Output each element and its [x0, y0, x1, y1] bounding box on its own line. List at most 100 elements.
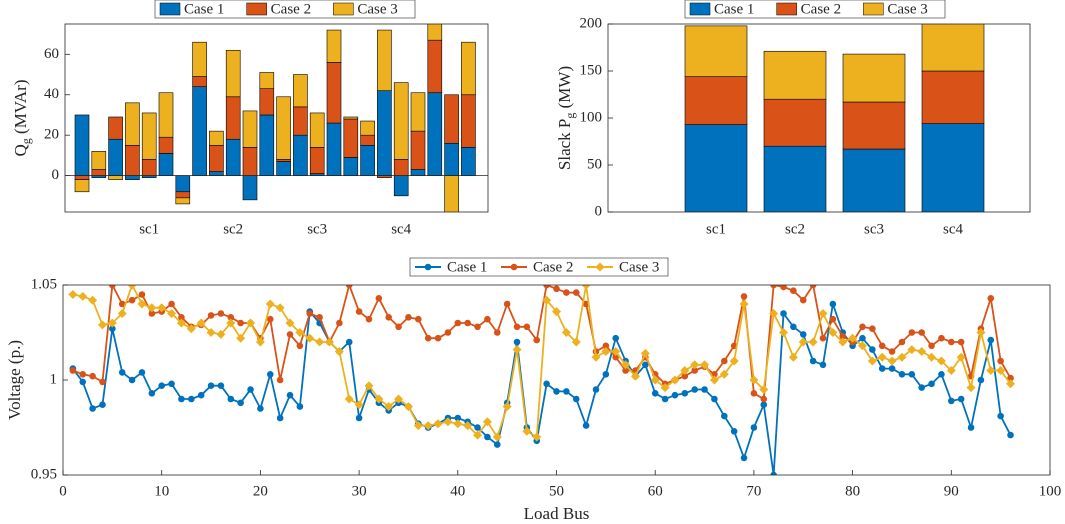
- series-marker: [918, 329, 925, 336]
- series-marker: [720, 357, 728, 365]
- series-marker: [888, 348, 896, 355]
- series-marker: [364, 381, 374, 391]
- series-marker: [1007, 374, 1014, 382]
- series-marker: [563, 289, 570, 296]
- series-marker: [276, 376, 284, 384]
- series-marker: [247, 386, 254, 393]
- bar-segment: [444, 175, 459, 212]
- bar-segment: [209, 144, 224, 172]
- series-marker: [178, 314, 185, 321]
- y-tick-label: 150: [580, 62, 603, 78]
- series-marker: [275, 303, 285, 313]
- series-marker: [226, 318, 236, 328]
- series-marker: [592, 386, 600, 393]
- y-tick-label: 0: [595, 203, 603, 219]
- series-marker: [581, 285, 591, 290]
- series-marker: [759, 385, 769, 394]
- y-axis-label-main: Voltage (p.): [5, 340, 24, 420]
- series-marker: [740, 293, 748, 300]
- series-marker: [670, 375, 680, 385]
- series-marker: [701, 386, 708, 393]
- series-marker: [355, 414, 363, 422]
- bar-segment: [293, 106, 308, 136]
- series-marker: [977, 376, 985, 384]
- series-marker: [867, 356, 877, 366]
- bar-segment: [91, 169, 107, 176]
- bar-segment: [326, 62, 342, 124]
- bar-segment: [276, 159, 291, 162]
- series-marker: [474, 424, 481, 431]
- series-marker: [354, 400, 364, 410]
- x-tick-label: 50: [549, 483, 564, 499]
- series-marker: [433, 419, 443, 429]
- legend-swatch: [159, 2, 181, 16]
- series-marker: [493, 441, 501, 448]
- series-marker: [691, 386, 698, 393]
- series-marker: [869, 325, 876, 333]
- series-marker: [878, 342, 886, 350]
- legend: Case 1 Case 2 Case 3: [154, 0, 416, 19]
- series-marker: [237, 319, 244, 327]
- series-marker: [315, 337, 325, 347]
- series-marker: [621, 360, 631, 370]
- bar-segment: [684, 25, 748, 77]
- series-marker: [650, 375, 660, 385]
- bar-segment: [158, 136, 174, 154]
- legend: Case 1 Case 2 Case 3: [684, 0, 946, 19]
- series-marker: [295, 328, 305, 337]
- series-marker: [788, 352, 798, 362]
- bar-segment: [684, 76, 748, 125]
- y-axis-label-unit: (MW): [555, 66, 574, 108]
- series-marker: [760, 395, 768, 403]
- series-marker: [749, 375, 759, 385]
- series-marker: [543, 285, 550, 289]
- series-marker: [484, 433, 491, 441]
- series-marker: [563, 388, 570, 395]
- series-marker: [403, 402, 413, 412]
- series-marker: [818, 309, 828, 318]
- bar-segment: [175, 175, 191, 193]
- series-marker: [700, 360, 710, 370]
- x-tick-label: 10: [154, 483, 169, 499]
- series-marker: [415, 315, 422, 323]
- series-marker: [255, 337, 265, 347]
- series-marker: [266, 371, 274, 378]
- series-marker: [395, 323, 402, 331]
- series-marker: [661, 395, 669, 403]
- bar-segment: [763, 98, 827, 147]
- bar-segment: [360, 144, 375, 176]
- x-tick-label: sc2: [785, 221, 805, 237]
- series-marker: [897, 352, 907, 362]
- series-marker: [750, 424, 758, 431]
- series-marker: [196, 318, 206, 328]
- legend-marker: [510, 263, 518, 271]
- series-marker: [878, 365, 886, 372]
- series-marker: [987, 336, 995, 344]
- series-marker: [690, 360, 700, 370]
- bar-segment: [175, 191, 191, 199]
- bar-segment: [309, 112, 325, 148]
- y-axis-label: Qg (MVAr): [11, 80, 33, 157]
- bar-segment: [343, 157, 359, 176]
- legend-swatch: [776, 2, 797, 16]
- x-tick-label: sc3: [864, 221, 884, 237]
- series-marker: [948, 397, 955, 405]
- series-marker: [405, 314, 412, 321]
- bar-segment: [276, 96, 291, 160]
- series-marker: [839, 333, 847, 340]
- series-marker: [88, 295, 98, 305]
- legend-marker: [595, 262, 605, 272]
- series-marker: [908, 371, 916, 378]
- series-marker: [394, 394, 404, 404]
- series-marker: [720, 412, 728, 420]
- series-marker: [522, 426, 532, 436]
- series-marker: [859, 334, 866, 342]
- series-marker: [651, 390, 659, 397]
- x-tick-label: 70: [746, 483, 761, 499]
- legend-swatch: [333, 2, 354, 16]
- series-marker: [217, 310, 225, 317]
- legend-label: Case 3: [357, 1, 397, 17]
- series-marker: [936, 356, 946, 366]
- series-marker: [681, 372, 689, 380]
- series-marker: [711, 395, 718, 403]
